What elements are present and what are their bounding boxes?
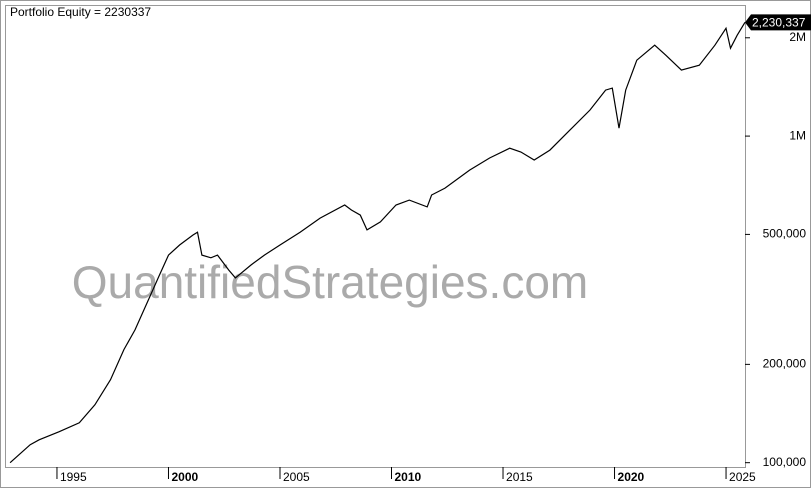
y-tick-label: 100,000 bbox=[763, 455, 807, 469]
y-tick-label: 1M bbox=[789, 128, 806, 142]
x-tick-label: 2010 bbox=[395, 470, 422, 484]
x-tick-label: 2000 bbox=[171, 470, 198, 484]
x-tick-label: 2025 bbox=[729, 470, 756, 484]
chart-title: Portfolio Equity = 2230337 bbox=[10, 5, 151, 19]
value-tag bbox=[745, 14, 811, 31]
x-tick-label: 2005 bbox=[283, 470, 310, 484]
x-tick-label: 1995 bbox=[60, 470, 87, 484]
value-label: 2,230,337 bbox=[752, 15, 806, 29]
x-tick-label: 2015 bbox=[506, 470, 533, 484]
watermark: QuantifiedStrategies.com bbox=[72, 256, 589, 308]
y-tick-label: 2M bbox=[789, 30, 806, 44]
x-tick-label: 2020 bbox=[618, 470, 645, 484]
plot-border bbox=[5, 5, 746, 468]
equity-line bbox=[9, 21, 746, 464]
y-tick-label: 500,000 bbox=[763, 227, 807, 241]
y-tick-label: 200,000 bbox=[763, 357, 807, 371]
